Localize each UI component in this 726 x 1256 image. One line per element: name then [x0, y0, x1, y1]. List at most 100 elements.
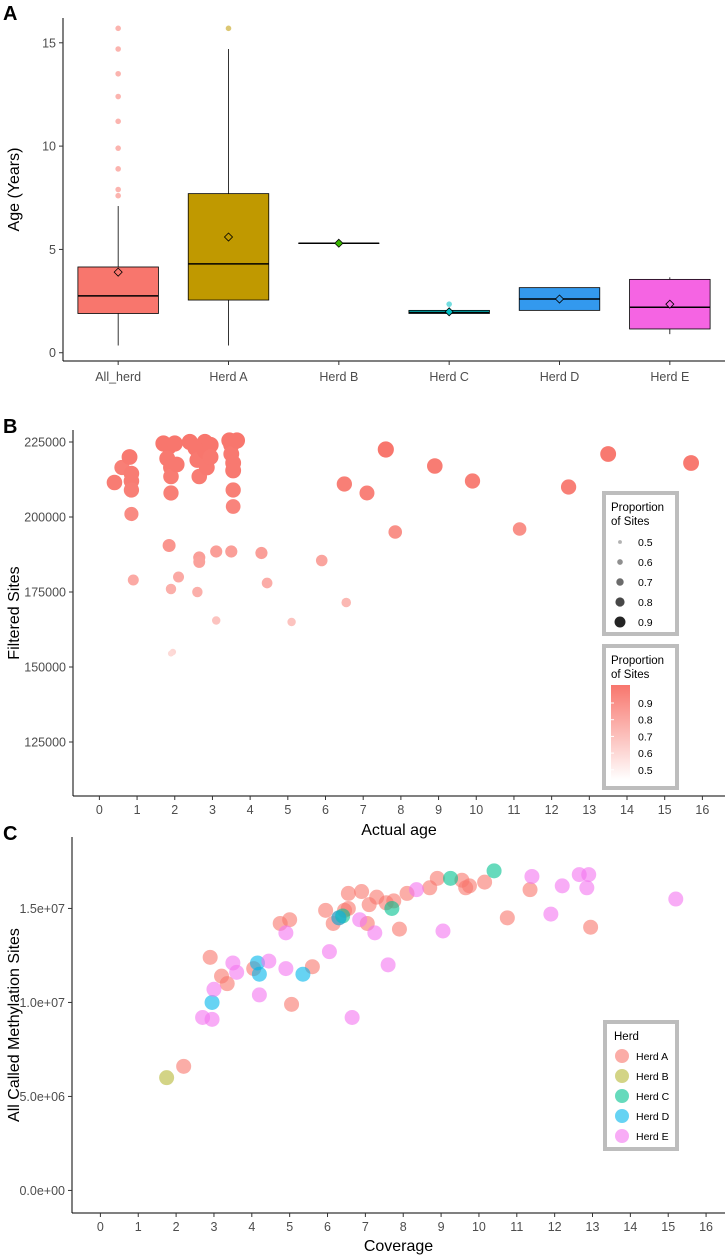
y-tick-label: 1.0e+07: [19, 996, 65, 1010]
data-point: [261, 577, 273, 589]
y-tick-label: 5: [49, 243, 56, 257]
data-point-herd-e: [229, 964, 245, 980]
y-tick-label: 15: [42, 36, 56, 50]
data-point-herd-e: [261, 953, 277, 969]
panel-c: C0.0e+005.0e+061.0e+071.5e+070 1 2 3 4 5 6 7 8 9 1…: [3, 823, 725, 1255]
y-tick-label: 0: [49, 346, 56, 360]
data-point: [336, 476, 353, 492]
legend-label: 0.9: [638, 617, 653, 629]
mean-marker: [334, 238, 344, 248]
data-point-herd-a: [282, 912, 298, 928]
x-tick-label: Herd E: [650, 370, 689, 384]
legend-key: [615, 1049, 629, 1063]
data-point: [202, 449, 219, 465]
data-point: [210, 545, 223, 558]
legend-key: [615, 597, 625, 607]
data-point: [173, 571, 185, 583]
data-point: [225, 545, 238, 558]
x-tick-label: 0: [96, 803, 103, 817]
x-tick-label: 5: [286, 1220, 293, 1234]
mean-marker: [554, 294, 565, 304]
x-tick-label: 2: [171, 803, 178, 817]
mean-marker: [665, 299, 675, 309]
outlier-point: [115, 118, 121, 125]
outlier-point: [115, 70, 121, 77]
data-point-herd-a: [499, 910, 515, 926]
data-point: [202, 436, 219, 454]
legend-key: [617, 559, 623, 565]
legend-label: 0.5: [638, 765, 653, 777]
outlier-point: [115, 25, 121, 32]
data-point: [315, 554, 328, 567]
legend-key: [614, 616, 626, 628]
data-point-herd-a: [391, 921, 407, 937]
x-tick-label: 12: [545, 803, 559, 817]
color-bar: [611, 685, 630, 780]
data-point: [193, 556, 206, 568]
data-point-herd-a: [461, 878, 477, 894]
y-tick-label: 1.5e+07: [19, 902, 65, 916]
x-tick-label: 8: [397, 803, 404, 817]
data-point-herd-e: [367, 925, 383, 941]
data-point: [464, 473, 481, 489]
legend-title: of Sites: [611, 669, 650, 681]
data-point: [683, 455, 700, 471]
x-tick-label: 7: [360, 803, 367, 817]
data-point: [388, 525, 403, 539]
x-tick-label: 3: [209, 803, 216, 817]
data-point-herd-d: [331, 910, 347, 926]
x-axis-title: Coverage: [364, 1238, 433, 1255]
data-point-herd-e: [543, 906, 559, 922]
outlier-point: [446, 301, 452, 307]
mean-marker: [113, 267, 123, 277]
data-point: [121, 449, 138, 465]
y-tick-label: 175000: [24, 586, 66, 600]
x-tick-label: 8: [400, 1220, 407, 1234]
y-tick-label: 10: [42, 140, 56, 154]
legend-label: Herd D: [636, 1111, 670, 1123]
outlier-point: [115, 145, 121, 151]
data-point: [255, 546, 268, 560]
outlier-point: [115, 93, 121, 100]
data-point-herd-e: [668, 891, 684, 907]
x-tick-label: 3: [210, 1220, 217, 1234]
x-tick-label: 15: [661, 1220, 675, 1234]
x-tick-label: 11: [507, 803, 520, 817]
legend-key: [615, 1129, 629, 1143]
data-point: [512, 522, 527, 536]
data-point-herd-a: [318, 902, 334, 918]
legend-color: Proportion of Sites 0.9 0.8 0.7 0.6 0.5: [602, 644, 679, 790]
legend-label: Herd E: [636, 1131, 669, 1143]
data-point-herd-d: [295, 966, 311, 982]
box-herd-a: [187, 193, 270, 301]
x-tick-label: 9: [435, 803, 442, 817]
legend-label: Herd B: [636, 1071, 669, 1083]
x-axis-title: Actual age: [361, 822, 437, 839]
data-point: [225, 482, 241, 498]
legend-title: Herd: [614, 1031, 639, 1043]
legend-box: [602, 491, 679, 636]
x-tick-label: Herd D: [540, 370, 580, 384]
data-point-herd-a: [522, 882, 538, 898]
legend-label: Herd A: [636, 1051, 668, 1063]
legend-label: Herd C: [636, 1091, 670, 1103]
data-point-herd-b: [159, 1070, 175, 1086]
x-tick-label: 7: [362, 1220, 369, 1234]
data-point: [225, 499, 241, 514]
data-point: [377, 441, 394, 458]
outlier-point: [115, 192, 121, 199]
data-point-herd-e: [380, 957, 396, 973]
x-tick-label: 0: [97, 1220, 104, 1234]
data-point: [165, 583, 177, 595]
x-tick-label: 1: [135, 1220, 142, 1234]
legend-key: [615, 1069, 629, 1083]
data-point-herd-a: [583, 919, 599, 935]
x-tick-label: 13: [586, 1220, 600, 1234]
data-point-herd-e: [204, 1011, 220, 1027]
data-point-herd-a: [219, 976, 235, 992]
x-tick-label: 10: [469, 803, 483, 817]
data-point: [359, 485, 375, 501]
outlier-point: [115, 46, 121, 52]
data-point-herd-e: [206, 981, 222, 997]
data-point-herd-e: [579, 880, 595, 896]
